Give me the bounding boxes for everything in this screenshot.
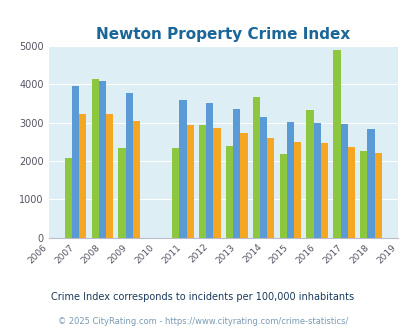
Bar bbox=[225, 147, 232, 238]
Bar bbox=[79, 114, 86, 238]
Text: © 2025 CityRating.com - https://www.cityrating.com/crime-statistics/: © 2025 CityRating.com - https://www.city… bbox=[58, 317, 347, 326]
Bar bbox=[333, 50, 340, 238]
Bar bbox=[179, 100, 186, 238]
Bar bbox=[259, 116, 266, 238]
Bar bbox=[172, 148, 179, 238]
Bar bbox=[306, 110, 313, 238]
Bar bbox=[266, 138, 274, 238]
Bar bbox=[92, 79, 98, 238]
Bar bbox=[293, 142, 301, 238]
Bar bbox=[213, 128, 220, 238]
Bar bbox=[313, 123, 320, 238]
Bar bbox=[359, 151, 367, 238]
Bar bbox=[198, 125, 206, 238]
Bar bbox=[320, 144, 327, 238]
Bar bbox=[64, 158, 72, 238]
Bar bbox=[340, 124, 347, 238]
Bar bbox=[374, 153, 381, 238]
Bar bbox=[347, 147, 354, 238]
Bar bbox=[132, 121, 140, 238]
Bar bbox=[106, 114, 113, 238]
Bar bbox=[367, 129, 374, 238]
Bar bbox=[286, 122, 293, 238]
Bar bbox=[206, 103, 213, 238]
Bar bbox=[232, 109, 240, 238]
Bar bbox=[186, 125, 194, 238]
Text: Crime Index corresponds to incidents per 100,000 inhabitants: Crime Index corresponds to incidents per… bbox=[51, 292, 354, 302]
Bar bbox=[98, 81, 106, 238]
Bar bbox=[252, 97, 259, 238]
Bar bbox=[118, 148, 126, 238]
Bar bbox=[126, 93, 132, 238]
Bar bbox=[279, 154, 286, 238]
Bar bbox=[72, 85, 79, 238]
Bar bbox=[240, 133, 247, 238]
Title: Newton Property Crime Index: Newton Property Crime Index bbox=[96, 27, 350, 42]
